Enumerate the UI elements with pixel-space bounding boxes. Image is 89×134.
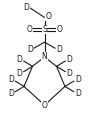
Text: O: O xyxy=(42,101,47,110)
Text: D: D xyxy=(75,75,81,84)
Text: O: O xyxy=(26,25,32,34)
Text: D: D xyxy=(56,45,62,54)
Text: D: D xyxy=(66,68,72,78)
Text: N: N xyxy=(42,52,47,62)
Text: O: O xyxy=(57,25,63,34)
Text: O: O xyxy=(46,12,52,21)
Text: D: D xyxy=(17,68,23,78)
Text: S: S xyxy=(42,25,47,34)
Text: D: D xyxy=(23,3,29,12)
Text: D: D xyxy=(75,89,81,98)
Text: D: D xyxy=(8,75,14,84)
Text: D: D xyxy=(66,55,72,64)
Text: D: D xyxy=(8,89,14,98)
Text: D: D xyxy=(27,45,33,54)
Text: D: D xyxy=(17,55,23,64)
